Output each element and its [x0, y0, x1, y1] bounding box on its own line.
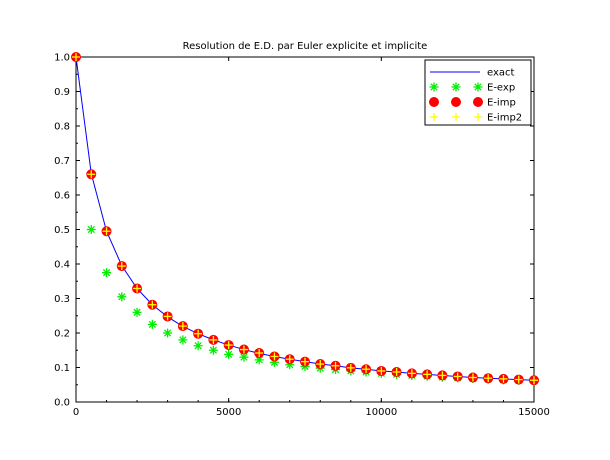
- data-point: [117, 262, 126, 271]
- data-point: [468, 373, 477, 382]
- series-e-imp2: [72, 53, 538, 385]
- data-point: [499, 374, 508, 383]
- legend-swatch: [474, 113, 482, 121]
- data-point: [194, 329, 203, 338]
- x-tick-label: 5000: [216, 407, 241, 418]
- series-layer: [71, 52, 539, 386]
- data-point: [285, 355, 294, 364]
- legend-swatch: [473, 97, 483, 107]
- legend-entry: E-exp: [429, 82, 515, 94]
- data-point: [178, 335, 188, 345]
- data-point: [133, 284, 142, 293]
- data-point: [102, 268, 112, 278]
- y-axis: 0.0 0.1 0.2 0.3 0.4 0.5 0.6 0.7 0.8 0.9 1.0: [54, 53, 534, 409]
- data-point: [209, 335, 218, 344]
- data-point: [163, 312, 172, 321]
- y-tick-label: 0.0: [54, 398, 70, 409]
- y-tick-label: 0.6: [54, 191, 70, 202]
- y-tick-label: 0.3: [54, 294, 70, 305]
- data-point: [438, 371, 447, 380]
- data-point: [392, 367, 401, 376]
- data-point: [514, 375, 523, 384]
- x-axis: 0 5000 10000 15000: [73, 57, 550, 418]
- data-point: [132, 307, 142, 317]
- legend-swatch: [430, 113, 438, 121]
- data-point: [72, 53, 80, 61]
- data-point: [484, 374, 493, 383]
- y-tick-label: 1.0: [54, 53, 70, 64]
- y-tick-label: 0.9: [54, 87, 70, 98]
- data-point: [423, 370, 432, 379]
- data-point: [148, 300, 157, 309]
- data-point: [163, 328, 173, 338]
- chart-title: Resolution de E.D. par Euler explicite e…: [183, 41, 428, 52]
- data-point: [224, 341, 233, 350]
- y-tick-label: 0.5: [54, 225, 70, 236]
- data-point: [316, 360, 325, 369]
- data-point: [377, 366, 386, 375]
- legend-label: exact: [487, 68, 515, 79]
- data-point: [407, 369, 416, 378]
- legend-swatch: [451, 82, 461, 92]
- data-point: [270, 352, 279, 361]
- data-point: [178, 322, 187, 331]
- data-point: [530, 376, 538, 385]
- legend: exact E-exp E-imp E-imp2: [424, 59, 532, 126]
- data-point: [346, 363, 355, 372]
- x-tick-label: 10000: [365, 407, 397, 418]
- data-point: [224, 349, 234, 359]
- y-tick-label: 0.2: [54, 329, 70, 340]
- y-tick-label: 0.4: [54, 260, 70, 271]
- data-point: [301, 357, 309, 366]
- x-tick-label: 0: [73, 407, 79, 418]
- legend-swatch: [452, 113, 460, 121]
- legend-entry: exact: [430, 68, 515, 79]
- legend-label: E-imp: [487, 98, 516, 109]
- y-tick-label: 0.7: [54, 156, 70, 167]
- legend-entry: E-imp: [429, 97, 516, 109]
- x-tick-label: 15000: [518, 407, 550, 418]
- data-point: [193, 341, 203, 351]
- data-point: [87, 170, 96, 179]
- data-point: [102, 227, 111, 236]
- legend-swatch: [451, 97, 461, 107]
- legend-swatch: [473, 82, 483, 92]
- legend-entry: E-imp2: [430, 113, 522, 124]
- y-tick-label: 0.1: [54, 363, 70, 374]
- y-tick-label: 0.8: [54, 122, 70, 133]
- legend-swatch: [429, 97, 439, 107]
- data-point: [255, 349, 264, 358]
- legend-label: E-exp: [487, 83, 515, 94]
- data-point: [453, 372, 462, 381]
- data-point: [208, 345, 218, 355]
- legend-swatch: [429, 82, 439, 92]
- data-point: [117, 292, 127, 302]
- data-point: [362, 365, 371, 374]
- data-point: [239, 345, 248, 354]
- data-point: [147, 319, 157, 329]
- data-point: [86, 225, 96, 234]
- data-point: [331, 361, 340, 370]
- legend-label: E-imp2: [487, 113, 522, 124]
